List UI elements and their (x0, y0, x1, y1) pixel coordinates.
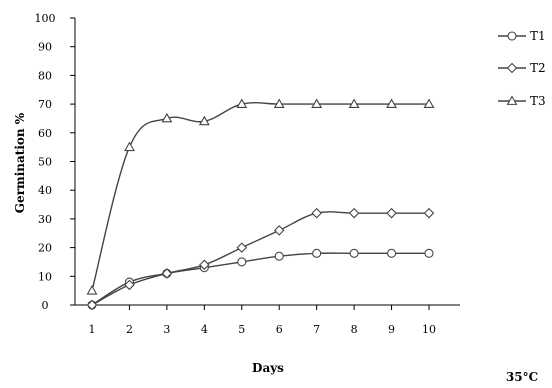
data-point-t1 (387, 248, 397, 258)
data-point-t2 (199, 259, 210, 271)
y-tick-label: 20 (38, 242, 52, 255)
series-line-t3 (91, 102, 429, 291)
data-point-t3 (386, 98, 398, 109)
y-tick-label: 90 (38, 41, 52, 54)
x-tick-label: 5 (238, 323, 245, 336)
data-point-t2 (348, 207, 360, 219)
temperature-condition-label: 35°C (506, 370, 538, 384)
series-lines (86, 98, 435, 311)
data-point-t3 (311, 98, 323, 109)
x-tick-label: 7 (313, 323, 320, 336)
x-axis-title: Days (252, 361, 284, 375)
y-tick-label: 100 (35, 12, 56, 25)
y-tick-label: 10 (38, 270, 52, 283)
y-tick-label: 0 (42, 299, 49, 312)
series-t3 (86, 98, 435, 295)
y-axis: 0 10 20 30 40 50 60 70 80 90 100 (35, 12, 76, 312)
x-tick-label: 8 (351, 323, 358, 336)
data-point-t3 (273, 98, 285, 109)
series-t1 (87, 248, 434, 310)
x-axis: 1 2 3 4 5 6 7 8 9 10 (75, 304, 460, 336)
data-point-t1 (274, 251, 284, 261)
data-point-t1 (312, 248, 322, 258)
x-tick-label: 3 (163, 323, 170, 336)
plot-area: 0 10 20 30 40 50 60 70 80 90 100 1 2 3 4 5 6 7 8 9 10 (35, 12, 460, 336)
series-line-t2 (91, 211, 429, 306)
data-point-t2 (161, 268, 173, 279)
series-t2 (86, 207, 435, 311)
y-tick-label: 80 (38, 69, 52, 82)
data-point-t3 (161, 112, 173, 123)
legend-label-t3: T3 (530, 94, 546, 108)
legend-marker-t1 (507, 31, 517, 41)
data-point-t3 (348, 98, 360, 109)
data-point-t2 (124, 279, 135, 291)
data-point-t3 (86, 285, 98, 295)
legend-label-t1: T1 (530, 29, 546, 43)
y-tick-label: 70 (38, 98, 52, 111)
legend-label-t2: T2 (530, 61, 546, 75)
data-point-t1 (424, 248, 434, 258)
data-point-t2 (273, 225, 285, 236)
data-point-t3 (423, 98, 435, 109)
data-point-t3 (236, 98, 248, 109)
legend-item-t2: T2 (498, 61, 546, 75)
data-point-t2 (423, 207, 435, 219)
y-tick-label: 60 (38, 127, 52, 140)
x-tick-label: 6 (276, 323, 283, 336)
y-tick-label: 40 (38, 184, 52, 197)
data-point-t2 (86, 299, 98, 311)
legend-item-t3: T3 (498, 94, 546, 108)
legend-marker-t3 (506, 95, 518, 105)
data-point-t2 (386, 207, 397, 219)
legend: T1 T2 T3 (498, 29, 546, 108)
y-axis-title: Germination % (13, 112, 27, 213)
data-point-t2 (236, 242, 248, 253)
y-tick-label: 30 (38, 213, 52, 226)
x-tick-label: 2 (126, 323, 133, 336)
x-tick-label: 1 (89, 323, 96, 336)
x-tick-label: 4 (201, 323, 208, 336)
data-point-t2 (311, 207, 322, 219)
y-tick-label: 50 (38, 156, 52, 169)
data-point-t3 (198, 115, 210, 126)
legend-marker-t2 (506, 62, 518, 74)
data-point-t1 (349, 248, 359, 258)
legend-item-t1: T1 (498, 29, 546, 43)
data-point-t3 (123, 141, 135, 152)
x-tick-label: 9 (388, 323, 395, 336)
data-point-t1 (237, 257, 247, 267)
series-line-t1 (91, 252, 429, 306)
x-tick-label: 10 (422, 323, 436, 336)
